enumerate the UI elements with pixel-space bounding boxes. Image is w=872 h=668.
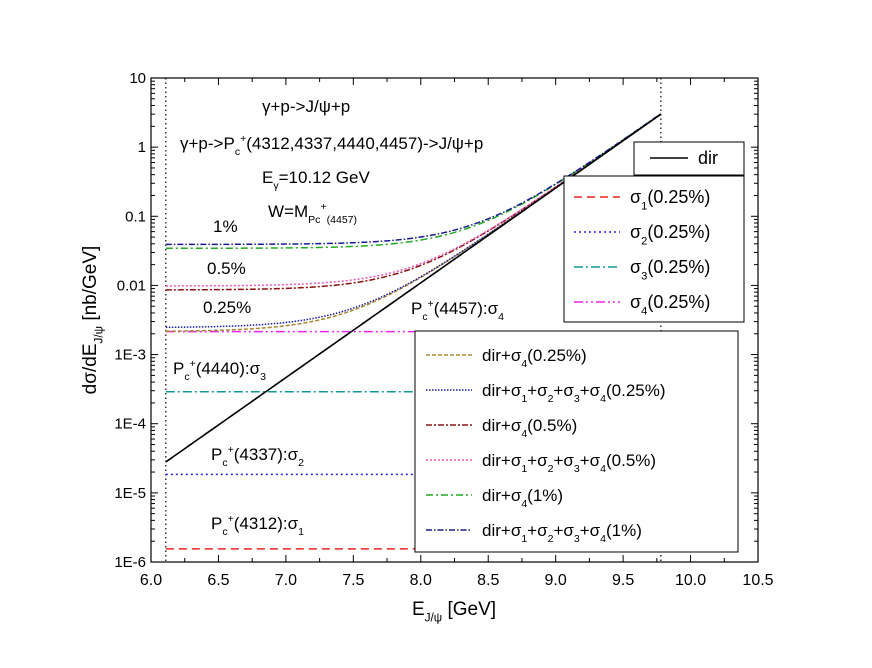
- x-tick-label: 10.5: [742, 572, 773, 589]
- legend-label-dir_s4_025: dir+σ4(0.25%): [482, 346, 587, 370]
- y-tick-label: 10: [129, 70, 146, 87]
- x-tick-label: 7.0: [275, 572, 297, 589]
- x-tick-label: 8.5: [477, 572, 499, 589]
- x-tick-label: 6.0: [140, 572, 162, 589]
- label-sigma1: Pc+(4312):σ1: [211, 513, 304, 538]
- x-tick-label: 9.5: [612, 572, 634, 589]
- x-tick-label: 7.5: [342, 572, 364, 589]
- legend-label-all_1: dir+σ1+σ2+σ3+σ4(1%): [482, 521, 642, 545]
- legend-label-dir_s4_1: dir+σ4(1%): [482, 486, 563, 510]
- annotations: EJ/ψ [GeV] dσ/dEJ/ψ [nb/GeV] γ+p->J/ψ+p γ+p…: [80, 97, 504, 625]
- y-axis-title: dσ/dEJ/ψ [nb/GeV]: [80, 246, 106, 395]
- x-tick-label: 10.0: [675, 572, 706, 589]
- series-line-dir: [165, 113, 662, 463]
- label-sigma3: Pc+(4440):σ3: [173, 358, 266, 383]
- legend-label-s1: σ1(0.25%): [630, 187, 710, 212]
- tick-labels: 6.0 6.5 7.0 7.5 8.0 8.5 9.0 9.5 10.0 10.5 1E-6 1E-5…: [114, 70, 773, 589]
- x-tick-label: 8.0: [410, 572, 432, 589]
- header-reaction-1: γ+p->J/ψ+p: [262, 97, 350, 116]
- legend-label-dir_s4_05: dir+σ4(0.5%): [482, 416, 577, 440]
- label-05pct: 0.5%: [207, 259, 246, 278]
- axes-frame: [150, 77, 759, 563]
- header-w: W=MPc+(4457): [268, 201, 357, 226]
- legend-label-dir: dir: [698, 148, 718, 168]
- y-tick-label: 1E-6: [114, 554, 146, 571]
- y-tick-label: 0.01: [117, 277, 146, 294]
- legend-label-s3: σ3(0.25%): [630, 257, 710, 282]
- label-sigma2: Pc+(4337):σ2: [211, 444, 304, 469]
- legend-box-sigma: [563, 175, 745, 323]
- y-tick-label: 1: [138, 139, 146, 156]
- x-tick-label: 6.5: [207, 572, 229, 589]
- x-tick-label: 9.0: [545, 572, 567, 589]
- y-tick-label: 1E-5: [114, 485, 146, 502]
- x-axis-title: EJ/ψ [GeV]: [412, 599, 496, 625]
- header-energy: Eγ=10.12 GeV: [262, 168, 370, 192]
- header-reaction-2: γ+p->Pc+(4312,4337,4440,4457)->J/ψ+p: [180, 133, 483, 158]
- label-025pct: 0.25%: [203, 298, 251, 317]
- legend-label-all_05: dir+σ1+σ2+σ3+σ4(0.5%): [482, 451, 656, 475]
- label-sigma4: Pc+(4457):σ4: [411, 298, 504, 323]
- series-line-all_1: [165, 113, 662, 246]
- legend: dir σ1(0.25%) σ2(0.25%) σ3(0.25%) σ4(0.25%) d…: [414, 141, 745, 553]
- y-tick-label: 1E-4: [114, 416, 146, 433]
- legend-label-s2: σ2(0.25%): [630, 222, 710, 247]
- legend-box-sum: [414, 330, 739, 553]
- y-tick-label: 0.1: [125, 208, 146, 225]
- y-tick-label: 1E-3: [114, 347, 146, 364]
- legend-label-all_025: dir+σ1+σ2+σ3+σ4(0.25%): [482, 381, 666, 405]
- legend-label-s4: σ4(0.25%): [630, 292, 710, 317]
- label-1pct: 1%: [213, 217, 238, 236]
